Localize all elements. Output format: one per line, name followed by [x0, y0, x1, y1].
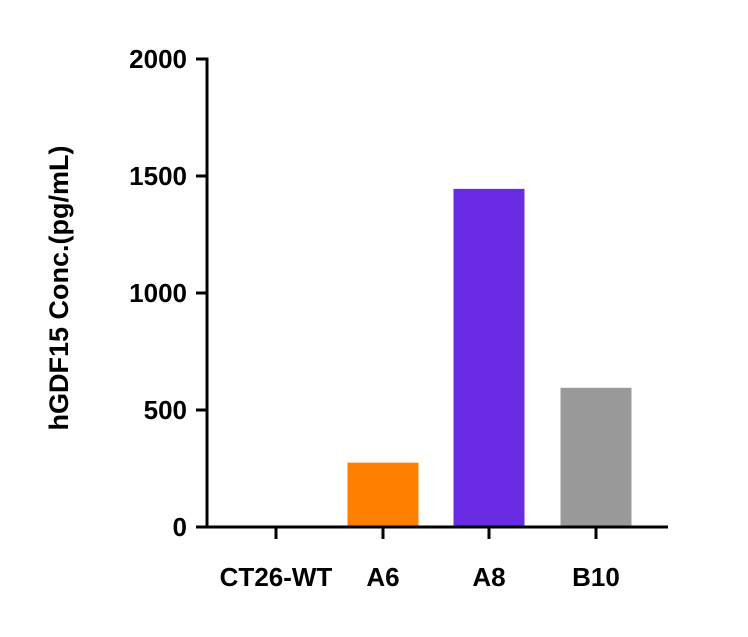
x-tick-label: A6: [366, 562, 399, 592]
y-tick-label: 2000: [129, 44, 187, 74]
y-tick-label: 1500: [129, 161, 187, 191]
x-tick-label: CT26-WT: [220, 562, 333, 592]
bars: [347, 188, 632, 527]
x-tick-label: A8: [472, 562, 505, 592]
x-axis-ticks: CT26-WT A6 A8 B10: [220, 527, 620, 592]
bar-a8: [453, 188, 525, 527]
y-tick-label: 500: [144, 395, 187, 425]
y-axis-title: hGDF15 Conc.(pg/mL): [44, 146, 74, 431]
y-axis-ticks: 0 500 1000 1500 2000: [129, 44, 207, 542]
y-tick-label: 0: [173, 512, 187, 542]
bar-b10: [560, 387, 632, 527]
x-tick-label: B10: [572, 562, 620, 592]
y-tick-label: 1000: [129, 278, 187, 308]
bar-a6: [347, 462, 419, 527]
